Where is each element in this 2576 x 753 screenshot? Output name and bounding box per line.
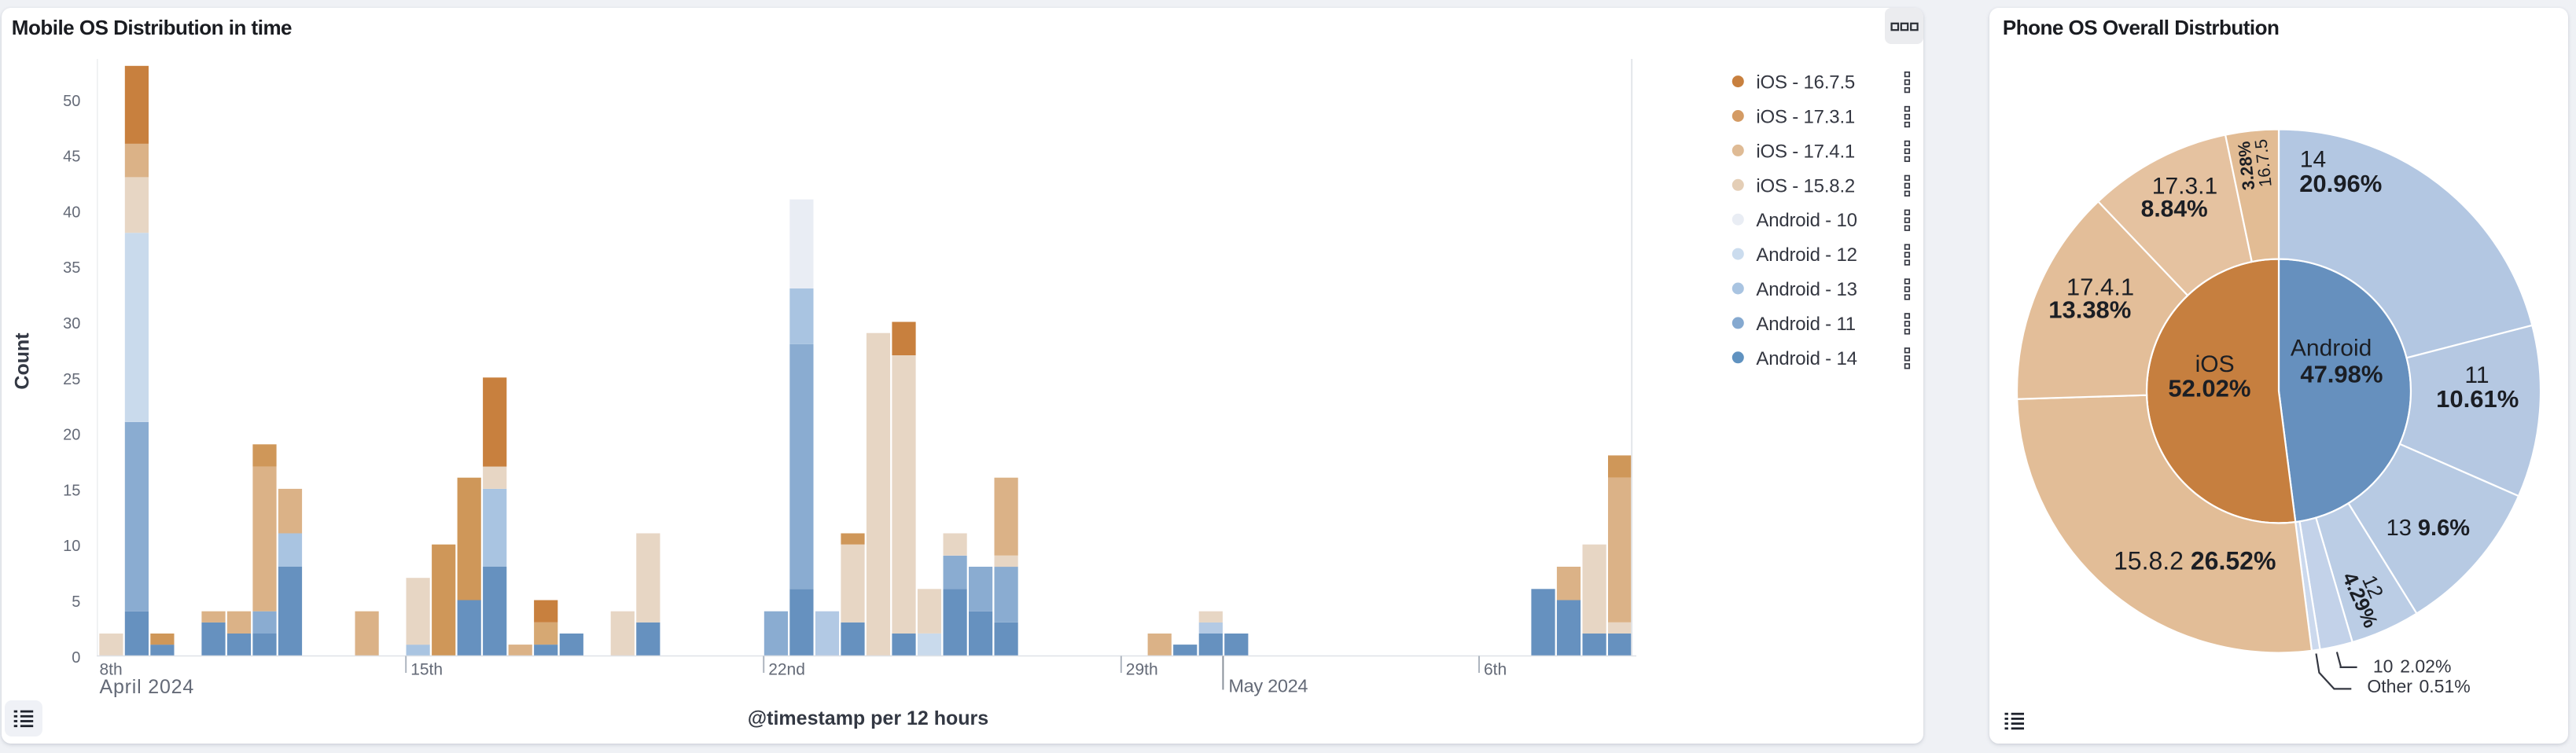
svg-text:25: 25 [63, 371, 80, 388]
svg-text:13 9.6%: 13 9.6% [2386, 516, 2471, 541]
svg-text:40: 40 [63, 204, 80, 221]
svg-text:35: 35 [63, 259, 80, 277]
svg-text:2.02%: 2.02% [2400, 656, 2451, 677]
svg-text:8th: 8th [100, 661, 123, 679]
svg-text:50: 50 [63, 93, 80, 110]
svg-text:Android - 10: Android - 10 [1756, 210, 1857, 231]
svg-text:17.3.1: 17.3.1 [2152, 174, 2217, 200]
svg-text:Phone OS Overall Distrbution: Phone OS Overall Distrbution [2003, 16, 2280, 39]
svg-text:15: 15 [63, 482, 80, 499]
svg-text:17.4.1: 17.4.1 [2066, 273, 2134, 300]
svg-text:30: 30 [63, 315, 80, 332]
svg-text:5: 5 [72, 593, 80, 611]
svg-text:13.38%: 13.38% [2048, 296, 2131, 324]
svg-text:20: 20 [63, 427, 80, 444]
svg-text:Android - 12: Android - 12 [1756, 244, 1857, 266]
svg-text:15.8.2 26.52%: 15.8.2 26.52% [2114, 547, 2276, 575]
svg-text:iOS - 17.4.1: iOS - 17.4.1 [1756, 141, 1855, 162]
svg-text:Android - 14: Android - 14 [1756, 348, 1857, 369]
svg-text:iOS - 16.7.5: iOS - 16.7.5 [1756, 72, 1855, 94]
svg-text:iOS - 15.8.2: iOS - 15.8.2 [1756, 175, 1855, 197]
svg-text:April 2024: April 2024 [100, 676, 195, 698]
svg-text:45: 45 [63, 149, 80, 166]
svg-text:52.02%: 52.02% [2168, 375, 2250, 402]
svg-text:Count: Count [12, 332, 34, 390]
svg-text:47.98%: 47.98% [2300, 361, 2383, 388]
svg-text:10: 10 [2373, 656, 2394, 677]
svg-text:Other: Other [2367, 676, 2412, 696]
svg-text:Mobile OS Distribution in time: Mobile OS Distribution in time [12, 16, 292, 39]
svg-text:8.84%: 8.84% [2141, 197, 2208, 222]
svg-text:29th: 29th [1126, 661, 1158, 679]
svg-text:10: 10 [63, 538, 80, 555]
svg-text:Android - 11: Android - 11 [1756, 314, 1856, 335]
svg-text:0.51%: 0.51% [2420, 676, 2471, 696]
svg-text:@timestamp per 12 hours: @timestamp per 12 hours [748, 707, 988, 729]
svg-text:10.61%: 10.61% [2436, 385, 2519, 413]
svg-text:6th: 6th [1484, 661, 1507, 679]
svg-text:iOS - 17.3.1: iOS - 17.3.1 [1756, 107, 1855, 128]
svg-text:11: 11 [2464, 362, 2489, 388]
svg-text:May 2024: May 2024 [1228, 676, 1308, 696]
svg-text:0: 0 [72, 649, 80, 667]
svg-text:Android - 13: Android - 13 [1756, 279, 1857, 300]
svg-text:22nd: 22nd [768, 661, 805, 679]
svg-text:20.96%: 20.96% [2299, 170, 2382, 197]
svg-text:15th: 15th [410, 661, 443, 679]
svg-text:iOS: iOS [2195, 351, 2235, 377]
svg-text:Android: Android [2291, 336, 2372, 362]
svg-text:14: 14 [2300, 146, 2326, 172]
